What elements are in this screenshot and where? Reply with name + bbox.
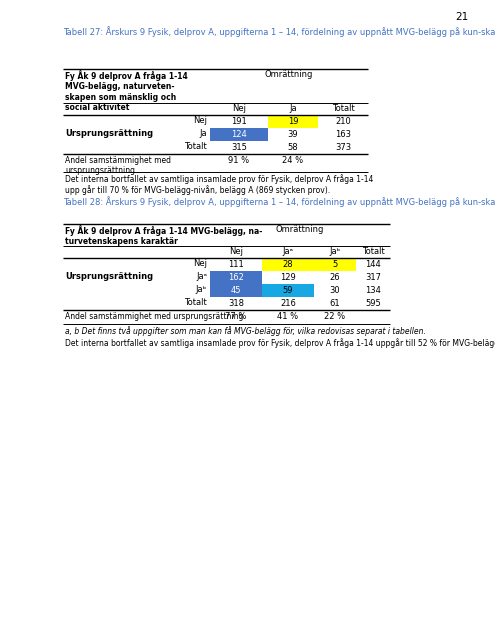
Text: 61: 61 — [330, 299, 341, 308]
Text: Ja: Ja — [289, 104, 297, 113]
Text: Ja: Ja — [199, 129, 207, 138]
Text: 129: 129 — [280, 273, 296, 282]
Text: Nej: Nej — [193, 259, 207, 268]
Text: 21: 21 — [455, 12, 468, 22]
Bar — [262, 258, 314, 271]
Text: Jaᵃ: Jaᵃ — [196, 272, 207, 281]
Text: 373: 373 — [335, 143, 351, 152]
Text: Omrättning: Omrättning — [276, 225, 324, 234]
Text: 595: 595 — [365, 299, 381, 308]
Text: Ursprungsrättning: Ursprungsrättning — [65, 272, 153, 281]
Text: 134: 134 — [365, 286, 381, 295]
Text: Jaᵃ: Jaᵃ — [283, 247, 294, 256]
Text: Totalt: Totalt — [332, 104, 354, 113]
Text: 191: 191 — [231, 117, 247, 126]
Text: 58: 58 — [288, 143, 298, 152]
Text: Jaᵇ: Jaᵇ — [329, 247, 341, 256]
Text: Tabell 27: Årskurs 9 Fysik, delprov A, uppgifterna 1 – 14, fördelning av uppnått: Tabell 27: Årskurs 9 Fysik, delprov A, u… — [63, 26, 495, 37]
Text: Det interna bortfallet av samtliga insamlade prov för Fysik, delprov A fråga 1-1: Det interna bortfallet av samtliga insam… — [65, 338, 495, 348]
Bar — [210, 128, 268, 141]
Text: 210: 210 — [335, 117, 351, 126]
Text: 45: 45 — [231, 286, 241, 295]
Text: Fy Åk 9 delprov A fråga 1-14
MVG-belägg, naturveten-
skapen som mänsklig och
soc: Fy Åk 9 delprov A fråga 1-14 MVG-belägg,… — [65, 70, 188, 112]
Text: 5: 5 — [332, 260, 338, 269]
Bar — [210, 284, 262, 297]
Bar — [314, 258, 356, 271]
Bar — [262, 284, 314, 297]
Text: Totalt: Totalt — [184, 142, 207, 151]
Text: Fy Åk 9 delprov A fråga 1-14 MVG-belägg, na-
turvetenskapens karaktär: Fy Åk 9 delprov A fråga 1-14 MVG-belägg,… — [65, 225, 262, 246]
Bar — [210, 271, 262, 284]
Text: 41 %: 41 % — [277, 312, 298, 321]
Text: Totalt: Totalt — [184, 298, 207, 307]
Text: 77 %: 77 % — [225, 312, 247, 321]
Text: 22 %: 22 % — [324, 312, 346, 321]
Text: 124: 124 — [231, 130, 247, 139]
Text: 111: 111 — [228, 260, 244, 269]
Text: Det interna bortfallet av samtliga insamlade prov för Fysik, delprov A fråga 1-1: Det interna bortfallet av samtliga insam… — [65, 174, 373, 195]
Text: 26: 26 — [330, 273, 341, 282]
Text: 144: 144 — [365, 260, 381, 269]
Text: 91 %: 91 % — [228, 156, 249, 165]
Text: Jaᵇ: Jaᵇ — [196, 285, 207, 294]
Text: Nej: Nej — [229, 247, 243, 256]
Text: Ursprungsrättning: Ursprungsrättning — [65, 129, 153, 138]
Text: Tabell 28: Årskurs 9 Fysik, delprov A, uppgifterna 1 – 14, fördelning av uppnått: Tabell 28: Årskurs 9 Fysik, delprov A, u… — [63, 196, 495, 207]
Text: Nej: Nej — [193, 116, 207, 125]
Text: 317: 317 — [365, 273, 381, 282]
Text: Totalt: Totalt — [362, 247, 385, 256]
Text: 216: 216 — [280, 299, 296, 308]
Text: 162: 162 — [228, 273, 244, 282]
Text: Nej: Nej — [232, 104, 246, 113]
Text: 19: 19 — [288, 117, 298, 126]
Text: 318: 318 — [228, 299, 244, 308]
Text: 315: 315 — [231, 143, 247, 152]
Text: Omrättning: Omrättning — [265, 70, 313, 79]
Bar — [268, 115, 318, 128]
Text: Andel samstämmighet med
ursprungsrättning: Andel samstämmighet med ursprungsrättnin… — [65, 156, 171, 175]
Text: 28: 28 — [283, 260, 294, 269]
Text: a, b Det finns två uppgifter som man kan få MVG-belägg för, vilka redovisas sepa: a, b Det finns två uppgifter som man kan… — [65, 326, 426, 336]
Text: 30: 30 — [330, 286, 341, 295]
Text: 24 %: 24 % — [283, 156, 303, 165]
Text: Andel samstämmighet med ursprungsrättning: Andel samstämmighet med ursprungsrättnin… — [65, 312, 244, 321]
Text: 39: 39 — [288, 130, 298, 139]
Text: 59: 59 — [283, 286, 293, 295]
Text: 163: 163 — [335, 130, 351, 139]
